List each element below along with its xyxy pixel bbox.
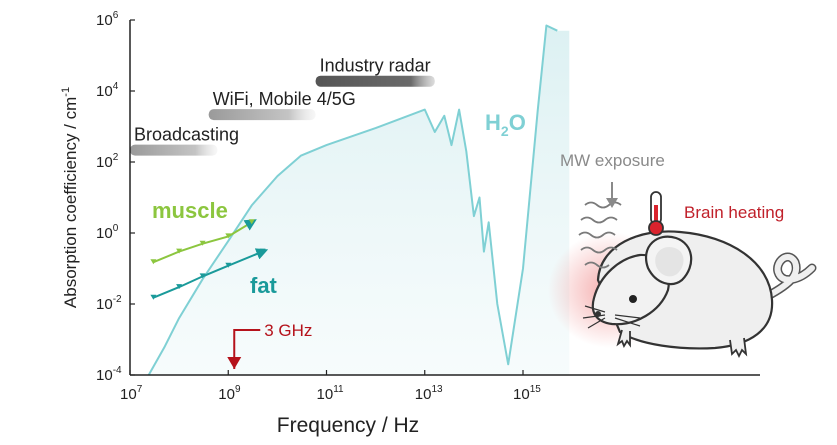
x-tick-label: 1015 [513,384,541,403]
fat-data-point [259,248,266,254]
y-tick-label: 102 [96,152,119,171]
fat-data-point [150,294,157,300]
mw-waves [578,201,622,269]
mouse-tail-inner [757,254,815,303]
annotation-leader [233,329,261,369]
muscle-series-label: muscle [152,198,228,223]
fat-data-point [225,262,232,268]
band-bar [130,144,218,156]
frequency-bands: Broadcasting WiFi, Mobile 4/5G Industry ra… [130,56,435,156]
annotations: 3 GHz [227,321,312,369]
annotation-label: 3 GHz [264,321,312,340]
tissue-series-layer: muscle fat [150,198,278,300]
thermometer-icon [648,191,664,236]
water-absorption-fill [148,25,570,375]
band-label: Industry radar [320,56,431,76]
y-axis-title: Absorption coefficiency / cm-1 [60,87,80,308]
band-bar [315,75,435,87]
y-tick-label: 100 [96,223,119,242]
mw-exposure-label: MW exposure [560,151,665,170]
mouse-eye [629,295,637,303]
y-tick-label: 106 [96,10,119,29]
brain-heating-label: Brain heating [684,203,784,222]
mouse-whiskers [582,305,641,329]
x-tick-label: 109 [218,384,241,403]
x-tick-label: 1011 [317,384,345,403]
fat-data-point [199,273,206,279]
band-label: Broadcasting [134,125,239,145]
mouse-hind-paw [729,337,748,359]
band-label: WiFi, Mobile 4/5G [213,89,356,109]
muscle-data-point [225,233,232,239]
muscle-data-point [248,219,255,225]
muscle-data-point [150,259,157,265]
y-tick-label: 10-4 [96,365,122,384]
annotation-arrow [227,357,242,369]
muscle-data-point [199,240,206,246]
fat-data-point [176,284,183,290]
x-axis-title: Frequency / Hz [277,414,419,437]
water-series-label: H2O [485,110,526,139]
muscle-data-point [176,248,183,254]
mouse-illustration [548,182,817,359]
y-tick-label: 10-2 [96,294,122,313]
band-bar [208,109,316,121]
x-tick-label: 1013 [415,384,443,403]
mouse-ear-inner [655,246,684,277]
x-tick-label: 107 [120,384,143,403]
fat-series-label: fat [250,273,278,298]
exposure-arrow-head [606,198,618,208]
mouse-front-paw [616,329,631,349]
axes: 107 109 1011 1013 1015 10-4 10-2 100 102 104 106 Fr… [60,10,760,437]
y-tick-label: 104 [96,81,119,100]
